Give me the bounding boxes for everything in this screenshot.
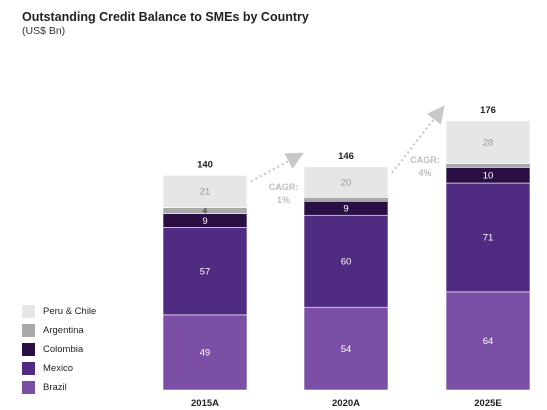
bar-segment-peru-chile [445,120,531,165]
bar-segment-mexico [162,227,248,316]
legend-item: Mexico [22,359,96,378]
segment-value-label: 10 [483,171,494,182]
legend-label: Mexico [43,363,74,374]
segment-value-label: 71 [483,233,494,244]
segment-value-label: 49 [200,348,211,359]
legend-swatch [22,305,35,318]
cagr-arrow [250,152,304,183]
total-label: 146 [338,151,354,162]
segment-value-label: 9 [202,216,207,227]
total-label: 140 [197,159,213,170]
legend-swatch [22,324,35,337]
x-tick-label: 2015A [191,398,219,409]
bar-segment-mexico [445,182,531,293]
segment-value-label: 57 [200,266,211,277]
x-tick-label: 2025E [474,398,501,409]
segment-value-label: 54 [341,344,352,355]
x-tick-label: 2020A [332,398,360,409]
chart-title: Outstanding Credit Balance to SMEs by Co… [22,10,309,24]
cagr-label: CAGR: [410,155,440,165]
legend-item: Brazil [22,378,96,397]
chart-subtitle: (US$ Bn) [22,25,66,37]
legend-swatch [22,381,35,394]
legend-label: Brazil [43,382,67,393]
chart-legend: Peru & Chile Argentina Colombia Mexico Brazi… [22,302,96,397]
bar-segment-peru-chile [162,175,248,208]
bar-segment-mexico [303,214,389,308]
legend-item: Argentina [22,321,96,340]
legend-swatch [22,362,35,375]
total-label: 176 [480,105,496,116]
legend-item: Peru & Chile [22,302,96,321]
legend-item: Colombia [22,340,96,359]
legend-label: Peru & Chile [43,306,97,317]
legend-label: Colombia [43,344,84,355]
bar-segment-brazil [162,314,248,391]
bar-segment-argentina [304,197,388,202]
bar-segment-peru-chile [303,166,389,198]
segment-value-label: 21 [200,187,211,198]
cagr-value: 4% [418,168,431,178]
bar-segment-argentina [446,163,530,168]
cagr-value: 1% [277,195,290,205]
legend-label: Argentina [43,325,84,336]
segment-value-label: 28 [483,137,494,148]
segment-value-label: 9 [343,204,348,215]
cagr-label: CAGR: [269,182,299,192]
bar-segment-brazil [445,291,531,391]
segment-value-label: 64 [483,336,494,347]
legend-swatch [22,343,35,356]
cagr-arrow [391,105,445,174]
segment-value-label: 20 [341,177,352,188]
segment-value-label: 4 [203,206,208,215]
segment-value-label: 60 [341,256,352,267]
bar-segment-brazil [303,306,389,391]
